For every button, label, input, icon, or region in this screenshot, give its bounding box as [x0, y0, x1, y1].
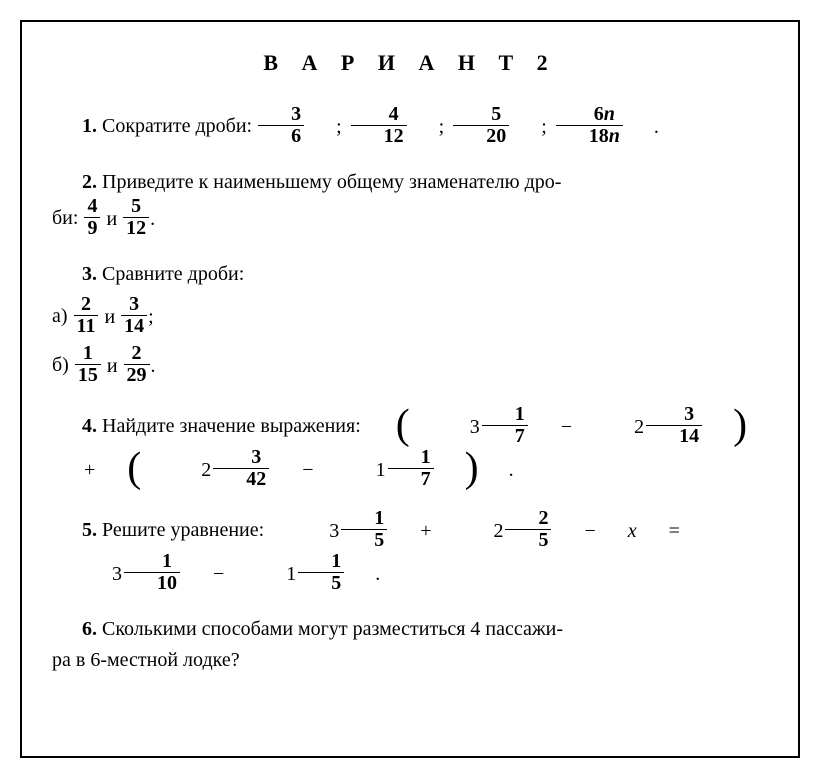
rparen-icon: ) — [435, 447, 479, 489]
frac-3b-1: 115 — [75, 343, 101, 386]
variable-x: x — [598, 516, 637, 547]
frac-2-2: 512 — [123, 196, 149, 239]
rparen-icon: ) — [703, 404, 747, 446]
problem-5-number: 5. — [82, 519, 97, 541]
mixed-4-4: 117 — [316, 449, 435, 492]
problem-1: 1. Сократите дроби: 36; 412; 520; 6n18n. — [52, 106, 768, 149]
problem-2-number: 2. — [82, 171, 97, 193]
frac-1-4: 6n18n — [556, 104, 623, 147]
problem-2-text-b: би: — [52, 207, 78, 229]
problem-2: 2. Приведите к наименьшему общему знамен… — [52, 167, 768, 241]
mixed-4-1: 317 — [410, 406, 529, 449]
frac-1-2: 412 — [351, 104, 407, 147]
problem-4-text: Найдите значение выражения: — [102, 415, 361, 437]
frac-3b-2: 229 — [124, 343, 150, 386]
problem-1-number: 1. — [82, 115, 97, 137]
frac-3a-1: 211 — [74, 294, 99, 337]
mixed-4-2: 2314 — [574, 406, 703, 449]
problem-3b: б) 115 и 229. — [52, 345, 768, 388]
frac-3a-2: 314 — [121, 294, 147, 337]
variant-title: В А Р И А Н Т 2 — [52, 50, 768, 76]
problem-3a: а) 211 и 314; — [52, 296, 768, 339]
problem-6: 6. Сколькими способами могут разместитьс… — [52, 614, 768, 676]
problem-4: 4. Найдите значение выражения: (317−2314… — [52, 406, 768, 492]
problem-6-text-a: Сколькими способами могут разместиться 4… — [102, 618, 563, 640]
frac-1-1: 36 — [258, 104, 304, 147]
problem-5: 5. Решите уравнение: 315+225−x=3110−115. — [52, 510, 768, 596]
problem-5-text: Решите уравнение: — [102, 519, 264, 541]
lparen-icon: ( — [366, 404, 410, 446]
frac-2-1: 49 — [84, 196, 100, 239]
problem-6-number: 6. — [82, 618, 97, 640]
problem-1-text: Сократите дроби: — [102, 115, 252, 137]
lparen-icon: ( — [97, 447, 141, 489]
problem-6-text-b: ра в 6-местной лодке? — [52, 649, 240, 671]
frac-1-3: 520 — [453, 104, 509, 147]
problem-3-text: Сравните дроби: — [102, 263, 244, 285]
mixed-5-3: 3110 — [52, 553, 181, 596]
mixed-5-2: 225 — [433, 510, 552, 553]
mixed-5-1: 315 — [269, 510, 388, 553]
mixed-5-4: 115 — [226, 553, 345, 596]
problem-2-text-a: Приведите к наименьшему общему знаменате… — [102, 171, 561, 193]
worksheet-frame: В А Р И А Н Т 2 1. Сократите дроби: 36; … — [20, 20, 800, 758]
problem-4-number: 4. — [82, 415, 97, 437]
mixed-4-3: 2342 — [141, 449, 270, 492]
problem-3: 3. Сравните дроби: а) 211 и 314; б) 115 … — [52, 259, 768, 388]
problem-3-number: 3. — [82, 263, 97, 285]
